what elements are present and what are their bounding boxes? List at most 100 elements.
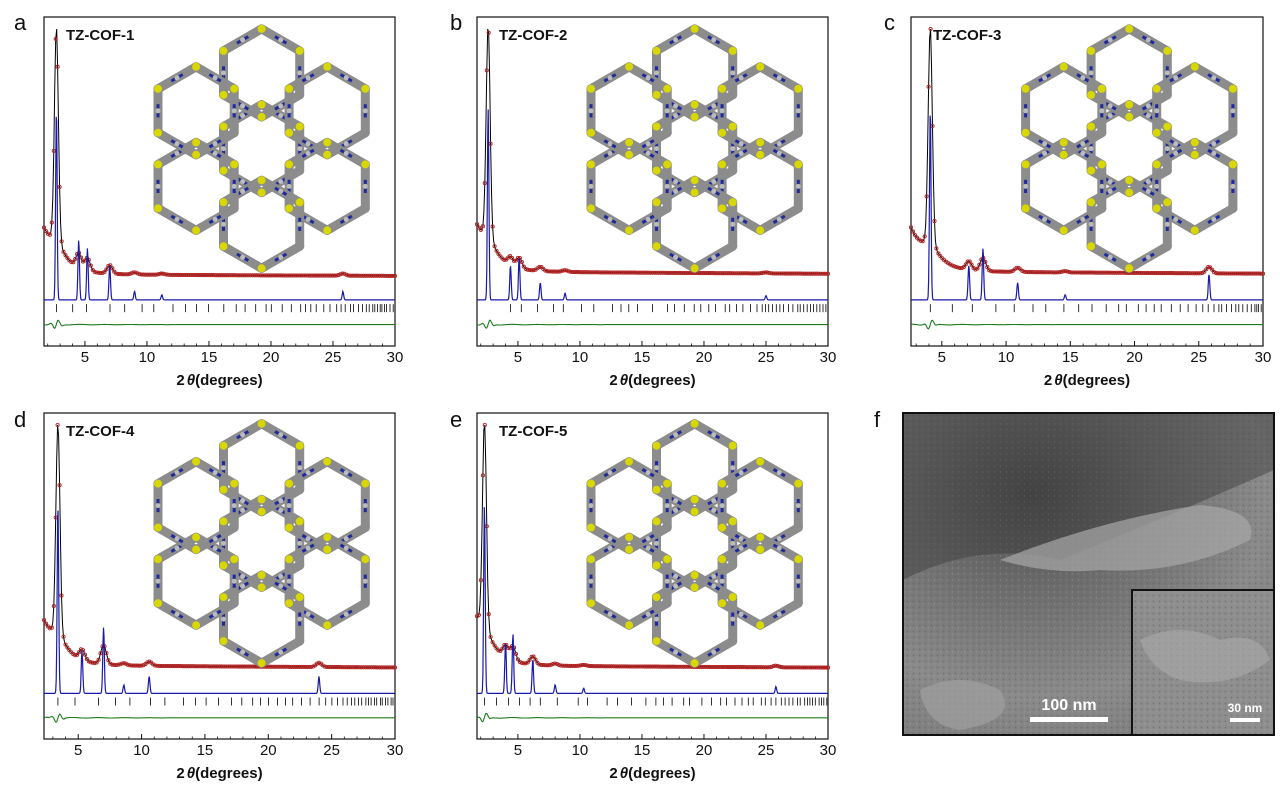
observed-point (632, 664, 638, 669)
carbon-atom (730, 465, 736, 471)
observed-point (1106, 270, 1111, 275)
carbon-atom (1164, 70, 1170, 76)
observed-point (550, 269, 556, 274)
carbon-atom (730, 221, 736, 227)
observed-point (662, 664, 667, 669)
observed-point (804, 665, 809, 670)
observed-point (233, 273, 238, 278)
observed-point (348, 273, 353, 278)
sulfur-atom (663, 84, 672, 93)
observed-point (792, 271, 797, 276)
observed-point (646, 664, 651, 669)
observed-point (73, 257, 78, 262)
observed-point (707, 271, 712, 276)
carbon-atom (278, 432, 284, 438)
observed-point (305, 273, 310, 278)
observed-point (160, 271, 165, 276)
observed-point (724, 271, 729, 276)
observed-point (650, 270, 655, 275)
sulfur-atom (257, 571, 266, 580)
observed-point (773, 663, 778, 668)
sulfur-atom (257, 495, 266, 504)
sulfur-atom (257, 659, 266, 668)
sulfur-atom (323, 226, 332, 235)
tem-dark-region (903, 413, 1274, 580)
carbon-atom (673, 188, 679, 194)
sulfur-atom (285, 599, 294, 608)
observed-point (564, 663, 569, 668)
observed-point (332, 273, 337, 278)
observed-point (634, 270, 639, 275)
carbon-atom (1211, 216, 1217, 222)
observed-point (722, 271, 727, 276)
x-tick-label: 5 (938, 349, 946, 366)
observed-point (295, 273, 300, 278)
observed-point (170, 272, 175, 277)
observed-point (258, 273, 263, 278)
carbon-atom (221, 616, 226, 622)
observed-point (648, 664, 653, 669)
observed-point (272, 664, 277, 669)
observed-point (307, 273, 312, 278)
carbon-atom (1088, 221, 1094, 227)
observed-point (392, 273, 398, 278)
carbon-atom (738, 470, 744, 476)
carbon-atom (212, 216, 218, 222)
observed-point (293, 273, 298, 278)
observed-point (69, 260, 74, 265)
observed-point (1145, 270, 1150, 276)
tem-frame (902, 412, 1275, 736)
observed-point (779, 665, 784, 670)
x-axis-label-prefix: 2 (1044, 372, 1052, 389)
carbon-atom (231, 108, 237, 114)
carbon-atom (776, 75, 782, 81)
observed-point (726, 271, 731, 276)
observed-point (1161, 271, 1166, 276)
observed-point (989, 269, 994, 274)
carbon-atom (645, 150, 651, 156)
observed-point (677, 270, 682, 275)
chart-title: TZ-COF-1 (66, 27, 134, 44)
observed-point (371, 665, 376, 670)
x-axis-label-prefix: 2 (176, 765, 184, 782)
carbon-atom (711, 113, 717, 119)
observed-point (252, 273, 257, 278)
observed-point (476, 225, 481, 230)
carbon-atom (212, 75, 218, 81)
sulfur-atom (285, 555, 294, 564)
observed-point (225, 273, 230, 278)
observed-point (213, 664, 218, 669)
observed-point (568, 269, 573, 274)
sulfur-atom (295, 517, 304, 526)
scale-label-main: 100 nm (1041, 697, 1096, 714)
sulfur-atom (794, 84, 803, 93)
pxrd-panel-b: b TZ-COF-2 5 10 15 20 25 30 2 θ(degrees) (450, 10, 836, 389)
observed-point (379, 665, 384, 670)
observed-point (63, 253, 68, 258)
carbon-atom (738, 150, 744, 156)
sulfur-atom (718, 160, 727, 169)
observed-point (217, 273, 222, 278)
carbon-atom (776, 141, 782, 147)
carbon-atom (278, 573, 284, 579)
observed-point (1057, 270, 1062, 275)
observed-point (1194, 271, 1199, 276)
observed-point (959, 266, 964, 271)
observed-point (798, 271, 803, 276)
observed-point (387, 273, 392, 278)
observed-point (266, 664, 271, 669)
observed-point (525, 660, 530, 665)
carbon-atom (654, 146, 659, 152)
observed-point (336, 273, 341, 278)
observed-point (560, 663, 565, 668)
observed-point (266, 273, 271, 278)
observed-point (301, 273, 306, 278)
carbon-atom (654, 70, 659, 76)
observed-point (582, 662, 587, 667)
carbon-atom (1145, 179, 1151, 185)
observed-point (153, 663, 158, 668)
carbon-atom (240, 188, 246, 194)
observed-point (699, 271, 704, 276)
observed-point (1120, 270, 1125, 275)
carbon-atom (1023, 108, 1029, 114)
